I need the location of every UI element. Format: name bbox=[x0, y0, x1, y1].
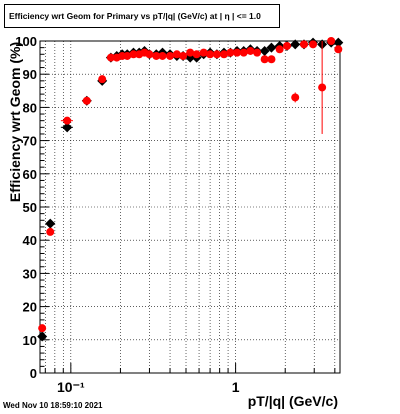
y-tick-label: 90 bbox=[23, 67, 37, 82]
data-point-circle bbox=[46, 227, 55, 236]
data-point-circle bbox=[158, 51, 167, 60]
y-tick-label: 30 bbox=[23, 266, 37, 281]
data-point-circle bbox=[253, 48, 262, 57]
datestamp: Wed Nov 10 18:59:10 2021 bbox=[3, 401, 103, 410]
series-1 bbox=[37, 37, 344, 342]
data-point-circle bbox=[291, 93, 300, 102]
data-point-circle bbox=[275, 45, 284, 54]
y-axis-label: Efficiency wrt Geom (%) bbox=[7, 42, 23, 202]
x-tick-label: 10⁻¹ bbox=[57, 379, 85, 395]
data-point-circle bbox=[267, 55, 276, 64]
y-tick-label: 50 bbox=[23, 200, 37, 215]
data-point-diamond bbox=[62, 122, 73, 133]
data-point-circle bbox=[192, 50, 201, 59]
data-point-circle bbox=[199, 48, 208, 57]
data-point-circle bbox=[206, 50, 215, 59]
data-point-circle bbox=[172, 50, 181, 59]
data-point-circle bbox=[123, 51, 132, 60]
y-tick-label: 100 bbox=[15, 34, 37, 49]
data-point-circle bbox=[309, 40, 318, 49]
data-point-circle bbox=[327, 37, 336, 45]
data-point-circle bbox=[239, 48, 248, 57]
data-point-circle bbox=[106, 53, 115, 62]
data-point-circle bbox=[299, 40, 308, 49]
data-point-circle bbox=[63, 116, 72, 125]
data-point-circle bbox=[82, 96, 91, 105]
data-point-circle bbox=[152, 51, 161, 60]
data-point-diamond bbox=[333, 37, 344, 48]
data-point-diamond bbox=[259, 45, 270, 56]
y-tick-label: 40 bbox=[23, 233, 37, 248]
data-point-circle bbox=[334, 45, 343, 54]
data-point-circle bbox=[98, 75, 107, 84]
grid-layer bbox=[40, 41, 340, 373]
y-tick-label: 80 bbox=[23, 100, 37, 115]
y-tick-label: 10 bbox=[23, 333, 37, 348]
chart-title: Efficiency wrt Geom for Primary vs pT/|q… bbox=[4, 4, 280, 28]
data-point-circle bbox=[186, 48, 195, 57]
data-point-circle bbox=[226, 48, 235, 57]
data-point-circle bbox=[166, 51, 175, 60]
data-point-diamond bbox=[37, 331, 48, 342]
data-point-circle bbox=[246, 46, 255, 55]
data-point-circle bbox=[179, 51, 188, 60]
data-point-circle bbox=[219, 50, 228, 59]
data-point-circle bbox=[129, 50, 138, 59]
y-tick-label: 0 bbox=[30, 366, 37, 381]
data-point-diamond bbox=[266, 42, 277, 53]
data-point-circle bbox=[260, 55, 269, 64]
data-point-circle bbox=[145, 50, 154, 59]
y-tick-label: 70 bbox=[23, 134, 37, 149]
data-point-diamond bbox=[45, 218, 56, 229]
y-tick-label: 20 bbox=[23, 300, 37, 315]
y-tick-label: 60 bbox=[23, 167, 37, 182]
series-2 bbox=[38, 37, 343, 333]
data-point-circle bbox=[233, 48, 242, 57]
axis-layer: 0 10 20 30 40 50 60 70 80 90 100 10⁻¹ 1 bbox=[15, 34, 341, 395]
data-point-diamond bbox=[290, 39, 301, 50]
x-axis-label: pT/|q| (GeV/c) bbox=[248, 393, 338, 409]
data-point-circle bbox=[282, 41, 291, 50]
series-layer bbox=[37, 37, 344, 342]
data-point-circle bbox=[212, 50, 221, 59]
x-tick-label: 1 bbox=[232, 379, 240, 395]
data-point-circle bbox=[318, 83, 327, 92]
data-point-circle bbox=[38, 324, 47, 333]
